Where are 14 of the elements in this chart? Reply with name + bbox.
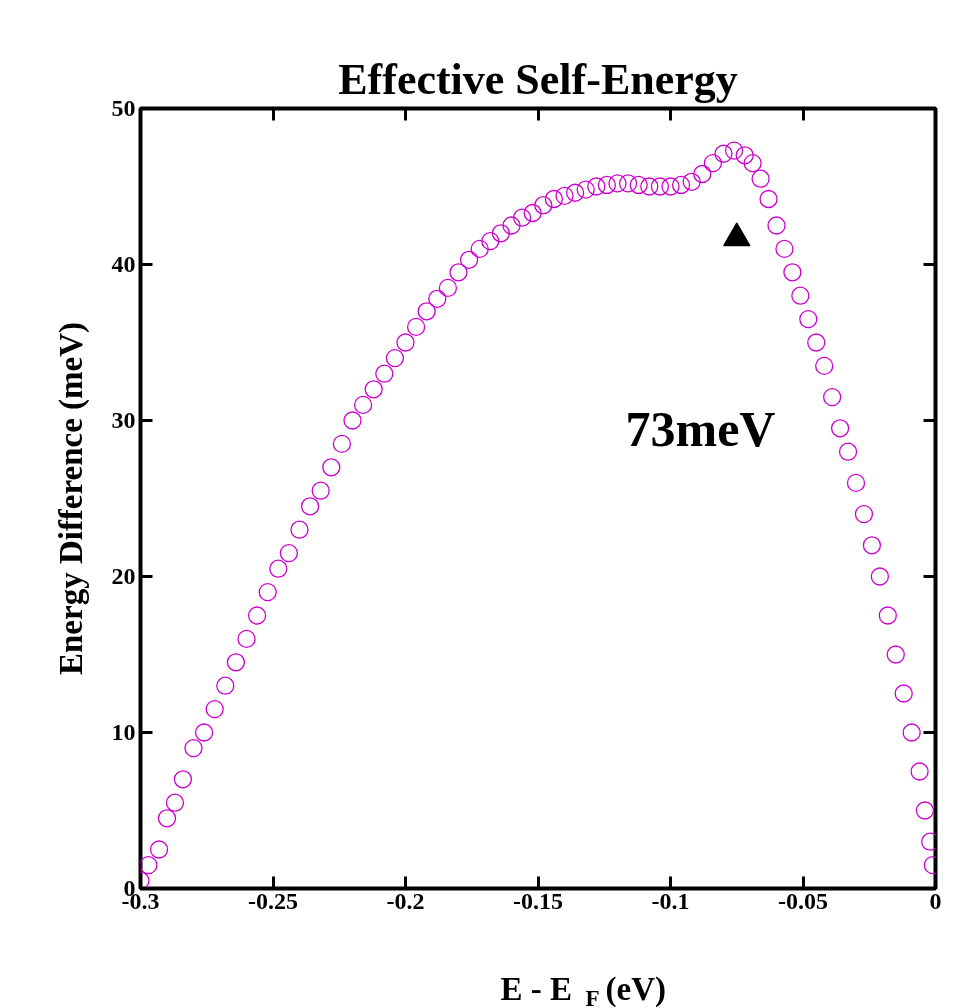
x-tick-label: -0.25 — [248, 887, 298, 914]
y-tick-label: 10 — [111, 719, 136, 745]
x-tick-label: -0.15 — [513, 887, 563, 914]
x-tick-label: -0.05 — [778, 887, 828, 914]
y-tick-label: 50 — [111, 95, 136, 121]
x-tick-label: 0 — [929, 887, 942, 914]
x-tick-label: -0.2 — [386, 887, 425, 914]
y-tick-label: 30 — [111, 407, 136, 433]
y-tick-label: 40 — [111, 251, 136, 277]
chart-title: Effective Self-Energy — [338, 54, 738, 104]
y-axis-title: Energy Difference (meV) — [52, 321, 90, 676]
y-tick-label: 20 — [111, 563, 136, 589]
annotation: 73meV — [625, 400, 776, 457]
x-tick-label: -0.1 — [651, 887, 690, 914]
